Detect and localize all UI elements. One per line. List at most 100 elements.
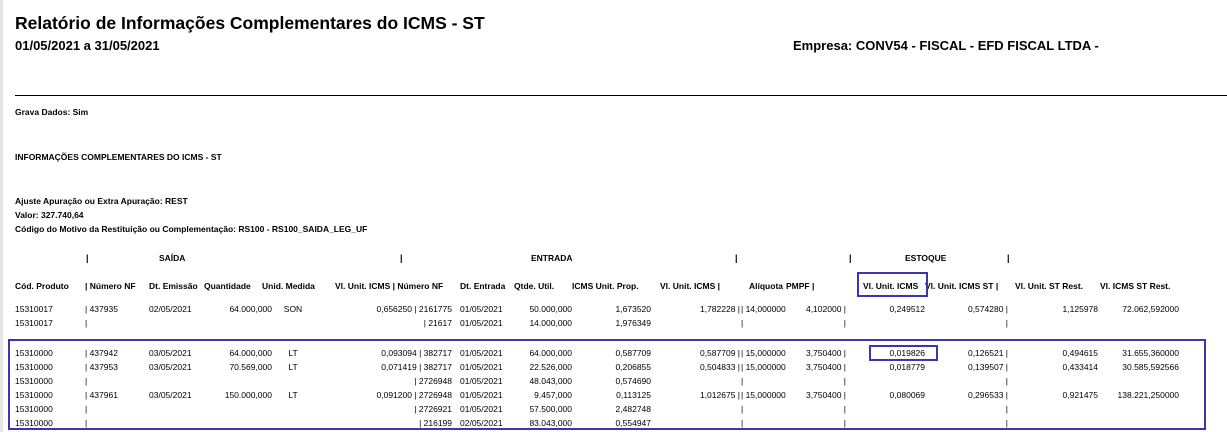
section-title: INFORMAÇÕES COMPLEMENTARES DO ICMS - ST — [15, 152, 222, 162]
cell-vlu-ent: 1,782228 | — [699, 304, 740, 314]
cell-nf: | 437935 — [85, 304, 118, 314]
cell-icms-st-rest: 30.585,592566 — [1122, 362, 1179, 372]
column-header-quantidade: Quantidade — [204, 281, 251, 291]
cell-nf: | 437953 — [85, 362, 118, 372]
cell-vlu-st: | — [1005, 404, 1008, 414]
cell-dt-ent: 01/05/2021 — [460, 404, 503, 414]
report-period: 01/05/2021 a 31/05/2021 — [15, 38, 160, 53]
cell-vlu-est: 0,249512 — [889, 304, 925, 314]
cell-vlu-ent: 0,504833 | — [699, 362, 740, 372]
cell-icms-st-rest: 138.221,250000 — [1117, 390, 1179, 400]
column-header-aliquota: Alíquota — [749, 281, 783, 291]
cell-pmpf: 3,750400 | — [805, 362, 846, 372]
column-header-vl-icms-st-rest: Vl. ICMS ST Rest. — [1100, 281, 1171, 291]
cell-nf: | — [85, 404, 88, 414]
cell-unid: LT — [288, 362, 298, 372]
cell-cod: 15310017 — [15, 304, 53, 314]
cell-qtd: 64.000,000 — [229, 304, 272, 314]
cell-cod: 15310000 — [15, 348, 53, 358]
cell-dt-ent: 01/05/2021 — [460, 318, 503, 328]
cell-cod: 15310000 — [15, 390, 53, 400]
cell-nf: | 437942 — [85, 348, 118, 358]
cell-vlu-ent: 0,587709 | — [699, 348, 740, 358]
cell-vlu: | 2726921 — [414, 404, 452, 414]
cell-vlu: 0,091200 | 2726948 — [376, 390, 452, 400]
column-header-dt-emissao: Dt. Emissão — [149, 281, 198, 291]
cell-vlu-st: 0,139507 | — [967, 362, 1008, 372]
cell-qutil: 83.043,000 — [529, 418, 572, 428]
column-header-vl-unit-icms-estoque: Vl. Unit. ICMS — [863, 281, 919, 291]
company-name: Empresa: CONV54 - FISCAL - EFD FISCAL LT… — [793, 38, 1099, 53]
cell-icms-st-rest: 72.062,592000 — [1122, 304, 1179, 314]
cell-qutil: 57.500,000 — [529, 404, 572, 414]
cell-st-rest: 0,921475 — [1062, 390, 1098, 400]
cell-vlu: | 216199 — [419, 418, 452, 428]
cell-emissao: 03/05/2021 — [149, 362, 192, 372]
cell-vlu-est: 0,018779 — [889, 362, 925, 372]
cell-aliq: | — [741, 418, 744, 428]
cell-icms-prop: 0,574690 — [615, 376, 651, 386]
group-entrada: ENTRADA — [531, 253, 573, 263]
cell-icms-prop: 2,482748 — [615, 404, 651, 414]
cell-cod: 15310000 — [15, 362, 53, 372]
cell-qutil: 64.000,000 — [529, 348, 572, 358]
cell-vlu-est: 0,019826 — [889, 348, 925, 358]
cell-qtd: 150.000,000 — [224, 390, 272, 400]
cell-nf: | — [85, 318, 88, 328]
cell-pmpf: 4,102000 | — [805, 304, 846, 314]
cell-aliq: | — [741, 318, 744, 328]
cell-unid: SON — [283, 304, 303, 314]
cell-qtd: 64.000,000 — [229, 348, 272, 358]
cell-emissao: 03/05/2021 — [149, 348, 192, 358]
column-header-numero-nf-saida: | Número NF — [85, 281, 136, 291]
cell-qutil: 50.000,000 — [529, 304, 572, 314]
report-title: Relatório de Informações Complementares … — [15, 13, 485, 33]
group-estoque: ESTOQUE — [905, 253, 947, 263]
cell-icms-prop: 0,554947 — [615, 418, 651, 428]
column-header-qtde-util: Qtde. Util. — [514, 281, 555, 291]
cell-dt-ent: 01/05/2021 — [460, 348, 503, 358]
cell-dt-ent: 01/05/2021 — [460, 376, 503, 386]
cell-pmpf: | — [843, 318, 846, 328]
cell-qtd: 70.569,000 — [229, 362, 272, 372]
group-saida: SAÍDA — [159, 253, 186, 263]
cell-nf: | — [85, 418, 88, 428]
cell-vlu-st: 0,126521 | — [967, 348, 1008, 358]
cell-pmpf: | — [843, 418, 846, 428]
column-header-vl-unit-icms-st: Vl. Unit. ICMS ST | — [925, 281, 999, 291]
column-header-icms-unit-prop: ICMS Unit. Prop. — [572, 281, 639, 291]
cell-nf: | 437961 — [85, 390, 118, 400]
cell-pmpf: 3,750400 | — [805, 348, 846, 358]
cell-aliq: | 15,000000 — [741, 362, 786, 372]
cell-aliq: | — [741, 404, 744, 414]
left-edge-bar — [0, 0, 3, 432]
group-separator: | — [86, 253, 89, 263]
cell-qutil: 14.000,000 — [529, 318, 572, 328]
cell-pmpf: | — [843, 376, 846, 386]
cell-pmpf: | — [843, 404, 846, 414]
cell-vlu: 0,093094 | 382717 — [381, 348, 452, 358]
cell-icms-prop: 0,113125 — [616, 390, 651, 400]
cell-vlu: 0,071419 | 382717 — [381, 362, 452, 372]
valor: Valor: 327.740,64 — [15, 210, 84, 220]
grava-dados: Grava Dados: Sim — [15, 107, 89, 117]
cell-aliq: | 15,000000 — [741, 390, 786, 400]
cell-pmpf: 3,750400 | — [805, 390, 846, 400]
cell-dt-ent: 01/05/2021 — [460, 362, 503, 372]
cell-vlu: | 2726948 — [414, 376, 452, 386]
cell-st-rest: 0,433414 — [1062, 362, 1098, 372]
cell-emissao: 03/05/2021 — [149, 390, 192, 400]
cell-unid: LT — [288, 348, 298, 358]
group-separator: | — [1007, 253, 1010, 263]
cell-dt-ent: 01/05/2021 — [460, 390, 503, 400]
cell-dt-ent: 02/05/2021 — [460, 418, 503, 428]
cell-cod: 15310000 — [15, 404, 53, 414]
cell-dt-ent: 01/05/2021 — [460, 304, 503, 314]
cell-vlu-st: | — [1005, 318, 1008, 328]
column-header-vl-unit-icms-numero-nf: Vl. Unit. ICMS | Número NF — [335, 281, 444, 291]
cell-qutil: 9.457,000 — [534, 390, 572, 400]
cell-vlu: | 21617 — [423, 318, 452, 328]
cell-icms-prop: 1,673520 — [615, 304, 651, 314]
cell-qutil: 48.043,000 — [529, 376, 572, 386]
cell-cod: 15310000 — [15, 376, 53, 386]
